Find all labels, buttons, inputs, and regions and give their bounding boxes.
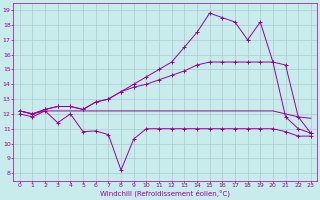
X-axis label: Windchill (Refroidissement éolien,°C): Windchill (Refroidissement éolien,°C) <box>100 190 230 197</box>
